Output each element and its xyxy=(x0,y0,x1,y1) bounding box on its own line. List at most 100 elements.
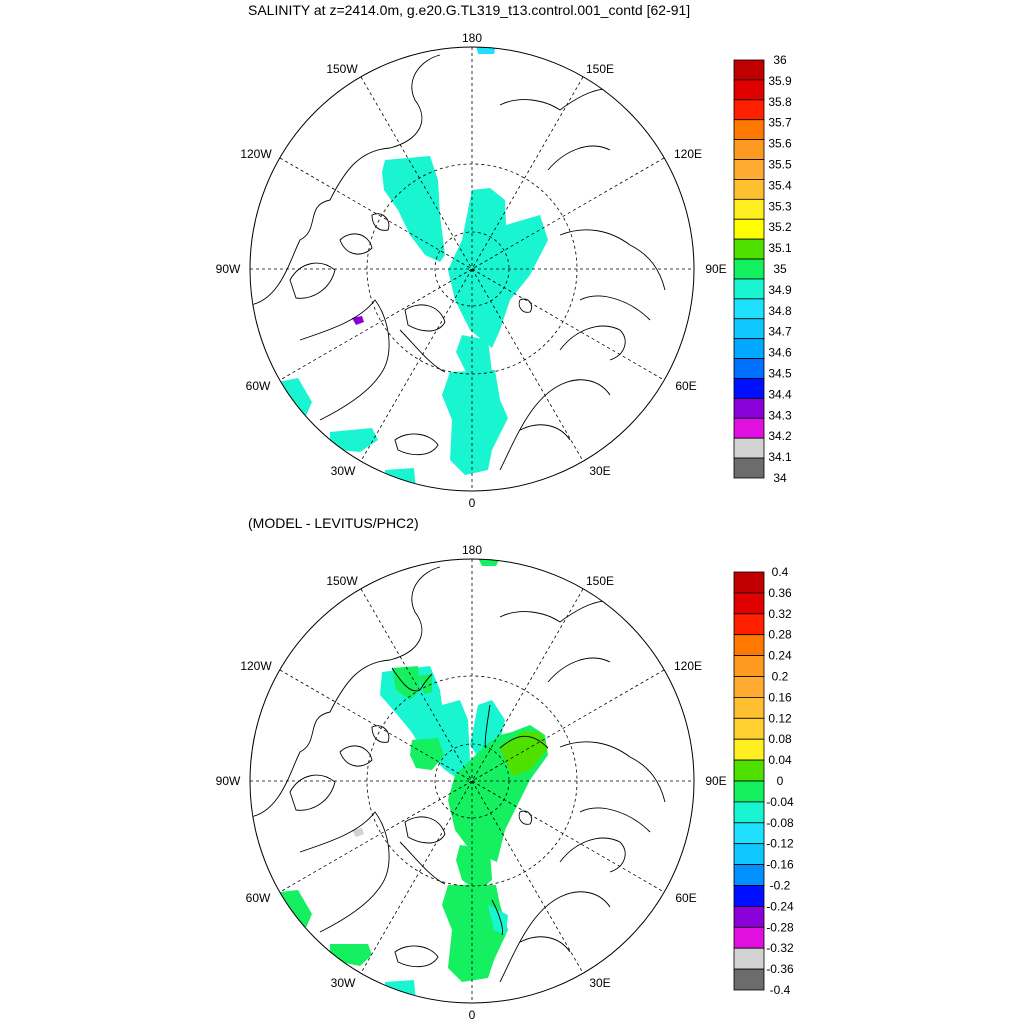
colorbar-swatch xyxy=(733,358,765,379)
colorbar-swatch xyxy=(733,843,765,866)
lon-label: 0 xyxy=(469,1008,476,1022)
field-fram-strait xyxy=(456,845,492,892)
colorbar-swatch xyxy=(733,238,765,260)
graticule xyxy=(250,559,694,1003)
field-nordic-seas xyxy=(442,370,508,475)
longitude-labels: 180 150E 120E 90E 60E 30E 0 30W 60W 90W … xyxy=(216,543,727,1022)
lon-label: 120E xyxy=(674,147,702,161)
map-boundary xyxy=(249,46,695,492)
lon-label: 60E xyxy=(675,891,696,905)
lon-label: 30W xyxy=(331,464,356,478)
field-fram-strait xyxy=(456,335,492,380)
colorbar-swatch xyxy=(733,378,765,399)
colorbar-swatch xyxy=(733,338,765,359)
colorbar-label: 35.4 xyxy=(768,178,792,192)
colorbar-swatch xyxy=(733,926,765,949)
colorbar-label: 34.1 xyxy=(768,450,792,464)
colorbar-swatch xyxy=(733,906,765,928)
colorbar-label: 0.16 xyxy=(768,690,792,704)
field-baffin-spot xyxy=(352,316,364,325)
field-nordic-seas xyxy=(442,885,508,982)
lon-label: 150E xyxy=(586,62,614,76)
colorbar-swatch xyxy=(733,298,765,320)
colorbar-swatch xyxy=(733,278,765,300)
colorbar-label: 35.9 xyxy=(768,74,792,88)
colorbar-swatch xyxy=(733,437,765,459)
field-labrador-sea xyxy=(278,378,312,418)
colorbar-label: 0 xyxy=(777,774,784,788)
colorbar-swatch xyxy=(733,417,765,439)
field-canada-basin-positive xyxy=(418,674,432,694)
lon-label: 90E xyxy=(705,774,726,788)
colorbar-swatch xyxy=(733,592,765,615)
colorbar: 0.4 0.36 0.32 0.28 0.24 0.2 0.16 0.12 0.08 0.04 0 -… xyxy=(733,565,794,997)
colorbar-swatch xyxy=(733,397,765,419)
colorbar-label: 0.32 xyxy=(768,607,792,621)
colorbar-label: -0.04 xyxy=(766,795,794,809)
colorbar-swatch xyxy=(733,198,765,220)
field-irminger-sea xyxy=(330,944,372,966)
lon-label: 30E xyxy=(589,976,610,990)
colorbar-swatch xyxy=(733,318,765,340)
colorbar-label: 0.08 xyxy=(768,732,792,746)
colorbar-swatch xyxy=(733,218,765,240)
field-labrador-sea xyxy=(280,890,312,930)
field-eurasian-basin-high xyxy=(500,732,548,776)
field-canada-basin-positive xyxy=(410,738,444,770)
lon-label: 150W xyxy=(326,574,358,588)
lon-label: 60W xyxy=(246,891,271,905)
colorbar-label: 0.2 xyxy=(772,670,789,684)
colorbar-swatch xyxy=(733,780,765,803)
colorbar-swatch xyxy=(733,655,765,677)
colorbar-label: -0.24 xyxy=(766,899,794,913)
colorbar-label: 34.9 xyxy=(768,283,792,297)
colorbar-label: 34 xyxy=(773,471,787,485)
colorbar-swatch xyxy=(733,457,765,479)
colorbar-label: 35.7 xyxy=(768,116,792,130)
colorbar-swatch xyxy=(733,119,765,141)
field-main-arctic-basin xyxy=(448,188,548,348)
colorbar-label: 0.36 xyxy=(768,586,792,600)
lon-label: 60E xyxy=(675,379,696,393)
colorbar-label: -0.08 xyxy=(766,816,794,830)
colorbar-swatch xyxy=(733,759,765,782)
colorbar-swatch xyxy=(733,801,765,824)
field-atlantic xyxy=(488,905,508,935)
colorbar-swatch xyxy=(733,676,765,698)
colorbar-swatch xyxy=(733,571,765,594)
colorbar-label: 34.7 xyxy=(768,325,792,339)
colorbar-swatch xyxy=(733,717,765,740)
map-panel-salinity: 180 150E 120E 90E 60E 30E 0 30W 60W 90W … xyxy=(216,31,792,510)
colorbar-label: 35.3 xyxy=(768,199,792,213)
lon-label: 150E xyxy=(586,574,614,588)
colorbar: 36 35.9 35.8 35.7 35.6 35.5 35.4 35.3 35.2 35.1 35… xyxy=(733,53,792,485)
colorbar-label: -0.4 xyxy=(770,983,791,997)
colorbar-label: 35.2 xyxy=(768,220,792,234)
colorbar-swatch xyxy=(733,697,765,719)
colorbar-label: -0.12 xyxy=(766,837,794,851)
colorbar-label: 34.8 xyxy=(768,304,792,318)
field-baffin-spot xyxy=(352,828,364,837)
field-bering-spot xyxy=(476,47,496,54)
colorbar-label: 0.24 xyxy=(768,649,792,663)
lon-label: 180 xyxy=(462,543,482,557)
lon-label: 120W xyxy=(240,659,272,673)
map-panel-difference: 180 150E 120E 90E 60E 30E 0 30W 60W 90W … xyxy=(216,543,794,1022)
colorbar-swatch xyxy=(733,139,765,160)
lon-label: 120E xyxy=(674,659,702,673)
colorbar-label: 34.3 xyxy=(768,408,792,422)
lon-label: 90W xyxy=(216,774,241,788)
colorbar-label: -0.16 xyxy=(766,858,794,872)
colorbar-label: 34.2 xyxy=(768,429,792,443)
colorbar-swatch xyxy=(733,159,765,180)
colorbar-label: 35.8 xyxy=(768,95,792,109)
lon-label: 60W xyxy=(246,379,271,393)
field-canada-basin-positive xyxy=(392,666,420,700)
colorbar-label: 35.1 xyxy=(768,241,792,255)
map-boundary xyxy=(249,558,695,1004)
colorbar-swatch xyxy=(733,947,765,970)
colorbar-swatch xyxy=(733,864,765,886)
colorbar-label: -0.32 xyxy=(766,941,794,955)
colorbar-label: 35.6 xyxy=(768,137,792,151)
colorbar-label: 34.4 xyxy=(768,387,792,401)
